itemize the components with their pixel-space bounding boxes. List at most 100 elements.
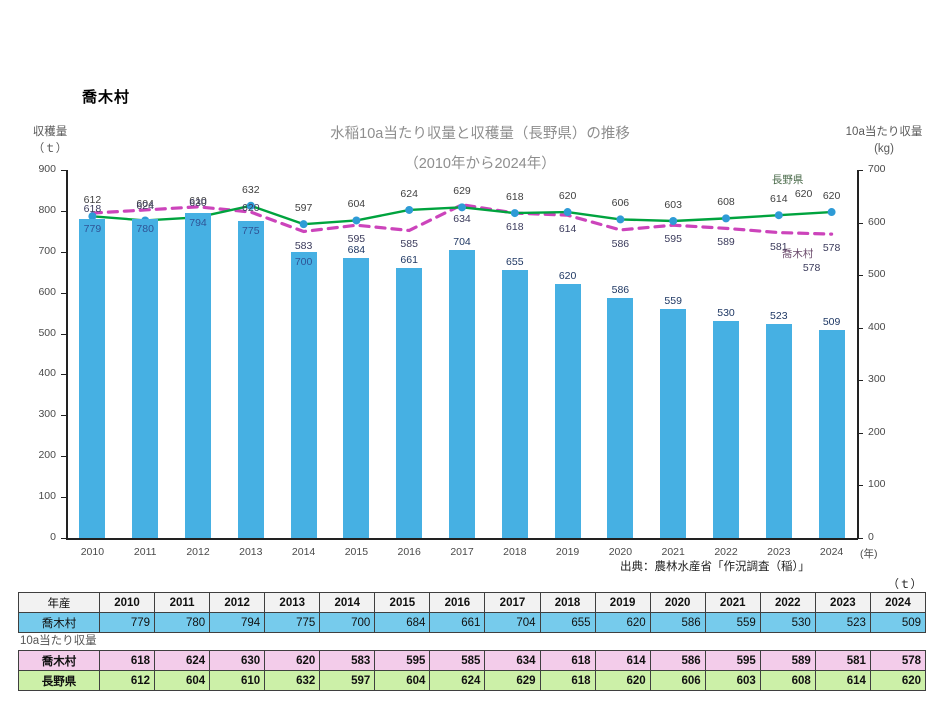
series-value-takagi: 578	[802, 262, 821, 275]
x-axis-tick-label: 2017	[450, 546, 474, 558]
label-green-2016: 624	[400, 187, 418, 200]
label-pink-2015: 595	[347, 233, 366, 246]
right-axis-tick-label: 300	[868, 373, 886, 386]
harvest-table-cell-2014: 700	[319, 612, 376, 633]
green-line-marker	[299, 220, 308, 229]
harvest-table-corner-header: 年産	[18, 592, 100, 613]
green-line-marker	[405, 205, 414, 214]
green-line-marker	[352, 216, 361, 225]
label-pink-2019: 614	[558, 223, 577, 236]
yield-table-cell-2019: 614	[594, 650, 651, 671]
yield-table-cell-2010: 612	[98, 670, 156, 691]
pink-dashed-line	[90, 203, 834, 236]
bar-2016	[396, 267, 423, 538]
label-green-2021: 603	[664, 198, 682, 211]
series-label-takagi: 喬木村	[781, 248, 814, 261]
label-green-2024: 620	[822, 190, 841, 203]
left-axis-tick	[61, 456, 66, 458]
harvest-table-cell-2022: 530	[759, 612, 816, 633]
label-pink-2010: 618	[83, 203, 102, 216]
label-pink-2013: 620	[242, 202, 260, 215]
right-axis-title: 10a当たり収量 (kg)	[828, 124, 940, 158]
yield-table-cell-2014: 597	[319, 670, 376, 691]
table-unit-note: （ｔ）	[887, 579, 923, 591]
left-axis-title-line2: （ｔ）	[32, 143, 68, 155]
bar-2020	[607, 298, 634, 538]
yield-table-cell-2018: 618	[539, 650, 596, 671]
harvest-table-cell-2010: 779	[98, 612, 156, 633]
yield-table-row-label: 長野県	[18, 670, 100, 691]
bar-2012	[185, 213, 211, 538]
bar-2019	[554, 284, 581, 538]
series-lines	[88, 201, 836, 236]
right-axis-title-line2: (kg)	[874, 143, 894, 155]
bar-2022	[713, 321, 739, 538]
label-green-2018: 618	[506, 191, 524, 204]
green-line-marker	[827, 208, 836, 217]
label-pink-2023: 581	[770, 240, 788, 253]
right-axis-tick	[858, 275, 863, 277]
green-line-marker	[246, 201, 255, 210]
yield-table-cell-2021: 595	[704, 650, 761, 671]
harvest-table-cell-2016: 661	[429, 612, 486, 633]
label-green-2022: 608	[717, 196, 735, 209]
yield-table-cell-2023: 614	[814, 670, 871, 691]
label-green-2017: 629	[453, 185, 471, 198]
harvest-table-year-header: 2019	[594, 592, 651, 613]
right-axis-tick	[858, 485, 863, 487]
left-axis-tick-label: 300	[38, 408, 56, 421]
label-bar-2014: 700	[294, 255, 313, 268]
harvest-table-year-header: 2010	[98, 592, 156, 613]
label-bar-2021: 559	[664, 295, 682, 308]
yield-table-row-label: 喬木村	[18, 650, 100, 671]
left-axis-tick-label: 700	[38, 244, 56, 257]
harvest-table-cell-2024: 509	[869, 612, 927, 633]
yield-table-cell-2011: 624	[154, 650, 211, 671]
right-axis-tick	[858, 170, 863, 171]
right-axis-tick-label: 400	[868, 320, 886, 333]
yield-table-caption: 10a当たり収量	[20, 635, 97, 647]
yield-table-cell-2012: 630	[209, 650, 266, 671]
label-pink-2021: 595	[664, 233, 682, 246]
x-axis-tick-label: 2012	[186, 546, 210, 558]
bar-2021	[660, 309, 687, 538]
x-axis-tick-label: 2021	[661, 546, 685, 558]
label-bar-2013: 775	[242, 225, 260, 238]
table-row: 喬木村 618 624 630 620 583 595 585 634 618 614 586 595 5…	[18, 650, 927, 671]
harvest-table-year-header: 2012	[209, 592, 266, 613]
right-axis-tick-label: 100	[868, 478, 886, 491]
left-axis-tick	[61, 251, 66, 253]
x-axis-tick-label: 2013	[239, 546, 263, 558]
harvest-table-row-label: 喬木村	[18, 612, 100, 633]
right-axis-tick-label: 700	[868, 163, 886, 175]
right-axis-tick-label: 0	[868, 531, 874, 543]
yield-table-cell-2015: 604	[374, 670, 431, 691]
x-axis-tick-label: 2010	[80, 546, 105, 558]
label-green-2010: 612	[83, 194, 102, 207]
yield-table-cell-2014: 583	[319, 650, 376, 671]
left-axis-title: 収穫量 （ｔ）	[22, 124, 78, 158]
harvest-table-cell-2015: 684	[374, 612, 431, 633]
yield-table-cell-2018: 618	[539, 670, 596, 691]
label-pink-2016: 585	[400, 238, 418, 251]
green-line-marker	[616, 215, 625, 224]
x-axis-tick-label: 2023	[767, 546, 791, 558]
x-axis-tick-label: 2020	[608, 546, 633, 558]
left-axis-tick-label: 500	[38, 326, 56, 339]
right-axis-tick-label: 500	[868, 268, 886, 281]
left-axis-tick-label: 900	[38, 163, 56, 175]
yield-table-cell-2016: 585	[429, 650, 486, 671]
right-axis-tick-label: 600	[868, 215, 886, 228]
harvest-table-cell-2019: 620	[594, 612, 651, 633]
x-axis-tick-label: 2014	[291, 546, 316, 558]
label-bar-2018: 655	[506, 256, 524, 269]
label-bar-2017: 704	[453, 236, 471, 249]
harvest-table-year-header: 2021	[704, 592, 761, 613]
harvest-table-cell-2023: 523	[814, 612, 871, 633]
green-line-marker	[669, 216, 678, 225]
x-axis-tick-label: 2024	[819, 546, 844, 558]
left-axis-tick	[61, 292, 66, 294]
label-green-2023: 614	[770, 193, 788, 206]
harvest-table-year-header: 2011	[154, 592, 211, 613]
yield-table-cell-2017: 634	[484, 650, 541, 671]
